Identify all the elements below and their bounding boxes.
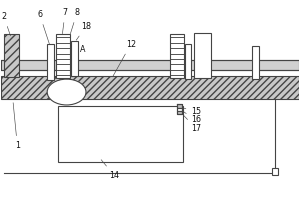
Text: 2: 2 <box>2 12 10 36</box>
Bar <box>177 108 182 111</box>
Text: 8: 8 <box>70 8 80 34</box>
Text: 17: 17 <box>182 114 201 133</box>
Bar <box>4 34 20 77</box>
Bar <box>47 44 54 80</box>
Bar <box>252 46 259 79</box>
Circle shape <box>47 79 86 105</box>
Bar <box>272 168 278 175</box>
Text: 15: 15 <box>183 107 201 116</box>
Text: 16: 16 <box>182 111 201 124</box>
Bar <box>194 33 211 78</box>
Bar <box>56 34 70 78</box>
Text: 14: 14 <box>101 160 119 180</box>
Text: 6: 6 <box>37 10 49 44</box>
Bar <box>71 41 78 76</box>
Bar <box>169 34 184 78</box>
Text: 7: 7 <box>62 8 68 34</box>
Text: 1: 1 <box>13 103 20 150</box>
Text: A: A <box>80 45 86 54</box>
Text: 18: 18 <box>76 22 91 40</box>
Bar <box>1 60 299 70</box>
Bar <box>58 106 183 162</box>
Bar <box>177 111 182 114</box>
Bar <box>185 44 191 79</box>
Bar <box>177 104 182 108</box>
Bar <box>1 76 299 99</box>
Text: 12: 12 <box>113 40 136 77</box>
